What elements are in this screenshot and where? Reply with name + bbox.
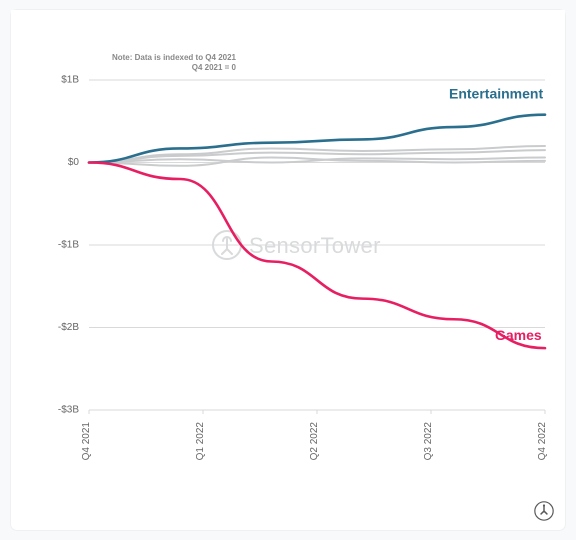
x-tick-label: Q4 2021 <box>81 422 92 461</box>
chart-card: Note: Data is indexed to Q4 2021Q4 2021 … <box>11 10 565 530</box>
y-tick-label: $0 <box>68 157 80 168</box>
label-entertainment: Entertainment <box>449 86 543 102</box>
share-icon[interactable] <box>533 500 555 522</box>
chart-note-1: Note: Data is indexed to Q4 2021 <box>112 53 237 62</box>
x-tick-label: Q1 2022 <box>195 422 206 461</box>
x-tick-label: Q3 2022 <box>423 422 434 461</box>
chart-note-2: Q4 2021 = 0 <box>192 63 237 72</box>
watermark-text: SensorTower <box>249 233 381 258</box>
chart-area: Note: Data is indexed to Q4 2021Q4 2021 … <box>11 10 565 530</box>
y-tick-label: -$2B <box>58 322 79 333</box>
line-chart: Note: Data is indexed to Q4 2021Q4 2021 … <box>11 10 565 480</box>
y-tick-label: -$3B <box>58 405 79 416</box>
x-tick-label: Q4 2022 <box>537 422 548 461</box>
y-tick-label: -$1B <box>58 240 79 251</box>
label-games: Games <box>495 327 542 343</box>
x-tick-label: Q2 2022 <box>309 422 320 461</box>
y-tick-label: $1B <box>61 75 79 86</box>
